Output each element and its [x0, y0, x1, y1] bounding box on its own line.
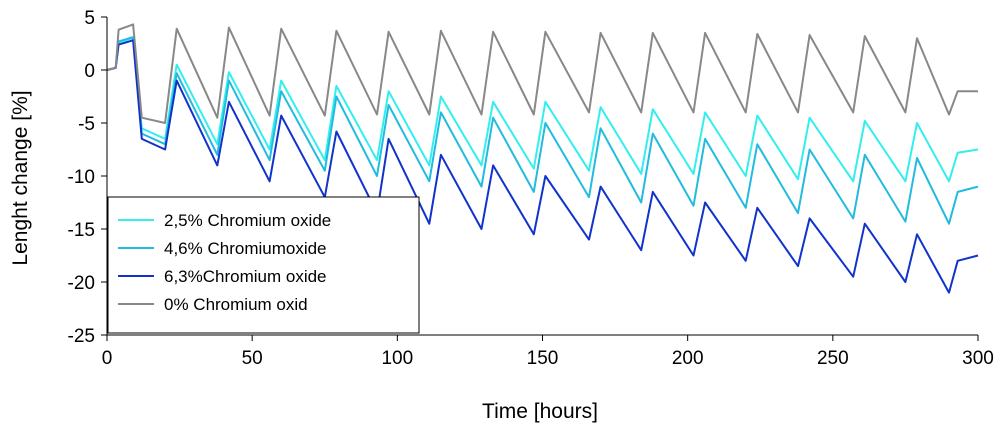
y-axis-title: Lenght change [%] [9, 90, 32, 265]
legend: 2,5% Chromium oxide 4,6% Chromiumoxide 6,3… [107, 196, 420, 334]
legend-label-3: 6,3%Chromium oxide [164, 267, 327, 286]
series-line-3 [106, 39, 979, 294]
series-line-1 [106, 37, 979, 183]
y-tick-label: 0 [84, 61, 95, 82]
y-tick-label: 5 [84, 8, 95, 29]
legend-label-1: 2,5% Chromium oxide [164, 211, 331, 230]
legend-label-4: 0% Chromium oxid [164, 295, 308, 314]
series-line-4 [106, 23, 978, 124]
y-tick-label: -5 [78, 114, 95, 135]
legend-label-2: 4,6% Chromiumoxide [164, 239, 327, 258]
x-tick-label: 300 [962, 348, 994, 369]
y-tick-label: -15 [68, 220, 95, 241]
x-tick-label: 100 [381, 348, 413, 369]
series-layer [106, 23, 979, 294]
series-line-2 [106, 36, 979, 225]
y-tick-label: -10 [68, 167, 95, 188]
legend-box [107, 196, 420, 334]
y-tick-label: -20 [68, 273, 95, 294]
x-axis-title: Time [hours] [482, 400, 598, 423]
x-tick-label: 150 [527, 348, 559, 369]
x-tick-label: 50 [242, 348, 263, 369]
x-tick-label: 250 [817, 348, 849, 369]
y-tick-label: -25 [68, 326, 95, 347]
x-tick-label: 200 [672, 348, 704, 369]
x-tick-label: 0 [102, 348, 113, 369]
